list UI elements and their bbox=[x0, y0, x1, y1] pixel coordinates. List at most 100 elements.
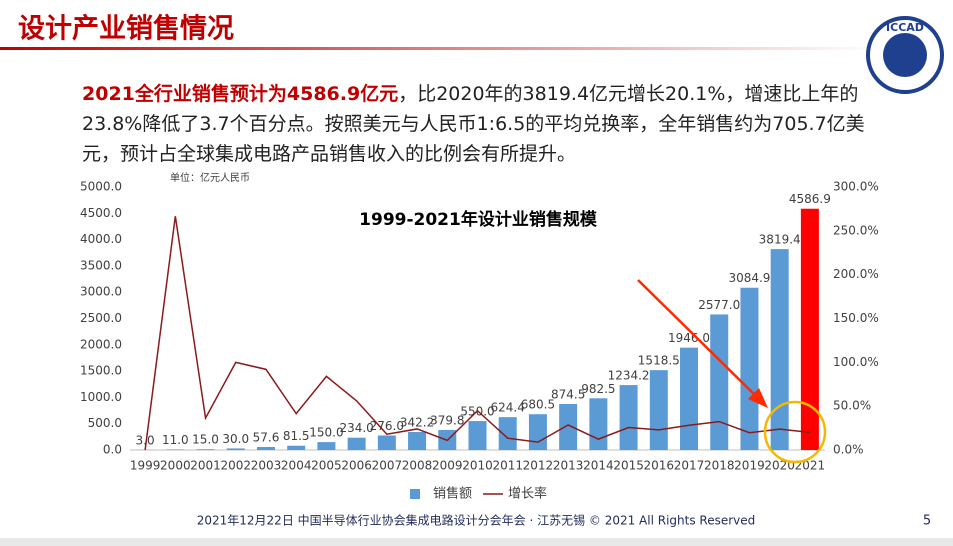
body-text: ，比2020年的3819.4亿元增长20.1%，增速比上年的23.8%降低了3.… bbox=[82, 83, 865, 165]
value-label: 3.0 bbox=[136, 433, 155, 447]
value-label: 81.5 bbox=[283, 429, 310, 443]
x-tick-label: 2004 bbox=[281, 459, 312, 473]
bar bbox=[559, 404, 578, 450]
bar bbox=[619, 385, 638, 450]
y2-tick-label: 300.0% bbox=[833, 180, 879, 194]
x-tick-label: 2007 bbox=[372, 459, 403, 473]
x-tick-label: 2015 bbox=[613, 459, 644, 473]
x-tick-label: 2003 bbox=[251, 459, 282, 473]
y2-tick-label: 150.0% bbox=[833, 311, 879, 325]
arrow bbox=[637, 279, 761, 401]
y-tick-label: 500.0 bbox=[88, 416, 122, 430]
y-tick-label: 5000.0 bbox=[80, 180, 122, 194]
bar bbox=[377, 435, 396, 450]
value-label: 3819.4 bbox=[759, 233, 801, 247]
y-tick-label: 0.0 bbox=[103, 443, 122, 457]
legend-label: 增长率 bbox=[508, 486, 547, 502]
y-tick-label: 4000.0 bbox=[80, 232, 122, 246]
bar bbox=[256, 446, 275, 450]
bar bbox=[347, 437, 366, 450]
y2-tick-label: 200.0% bbox=[833, 267, 879, 281]
footer-band bbox=[0, 538, 953, 546]
value-label: 342.2 bbox=[400, 416, 434, 430]
value-label: 1518.5 bbox=[638, 354, 680, 368]
bar bbox=[680, 347, 699, 450]
value-label: 4586.9 bbox=[789, 192, 831, 206]
x-tick-label: 1999 bbox=[130, 459, 161, 473]
x-tick-label: 2013 bbox=[553, 459, 584, 473]
page-number: 5 bbox=[923, 514, 931, 529]
bar bbox=[649, 370, 668, 450]
x-tick-label: 2011 bbox=[492, 459, 523, 473]
highlight-circle bbox=[763, 400, 827, 464]
value-label: 680.5 bbox=[521, 398, 555, 412]
y-tick-label: 1500.0 bbox=[80, 364, 122, 378]
arrow-head bbox=[748, 388, 768, 408]
x-tick-label: 2008 bbox=[402, 459, 433, 473]
x-tick-label: 2017 bbox=[674, 459, 705, 473]
value-label: 982.5 bbox=[581, 382, 615, 396]
value-label: 234.0 bbox=[339, 421, 373, 435]
x-tick-label: 2018 bbox=[704, 459, 735, 473]
logo-text: ICCAD bbox=[886, 21, 924, 34]
value-label: 57.6 bbox=[253, 430, 280, 444]
value-label: 30.0 bbox=[222, 432, 249, 446]
bar bbox=[710, 314, 729, 450]
x-tick-label: 2002 bbox=[220, 459, 251, 473]
bar bbox=[468, 421, 487, 450]
value-label: 276.0 bbox=[370, 419, 404, 433]
bar bbox=[226, 448, 245, 450]
bar bbox=[589, 398, 608, 450]
legend-swatch bbox=[410, 489, 420, 499]
value-label: 379.8 bbox=[430, 414, 464, 428]
bar bbox=[498, 417, 517, 450]
footer: 2021年12月22日 中国半导体行业协会集成电路设计分会年会 · 江苏无锡 ©… bbox=[197, 513, 756, 528]
logo-core bbox=[883, 33, 927, 77]
bar bbox=[528, 414, 547, 450]
y2-tick-label: 50.0% bbox=[833, 399, 871, 413]
chart-title: 1999-2021年设计业销售规模 bbox=[359, 209, 598, 230]
value-label: 874.5 bbox=[551, 388, 585, 402]
bar bbox=[196, 449, 215, 450]
title-rule bbox=[0, 47, 880, 50]
bar bbox=[317, 442, 336, 450]
x-tick-label: 2001 bbox=[190, 459, 221, 473]
x-tick-label: 2019 bbox=[734, 459, 765, 473]
x-tick-label: 2005 bbox=[311, 459, 342, 473]
value-label: 2577.0 bbox=[698, 298, 740, 312]
y-tick-label: 2000.0 bbox=[80, 337, 122, 351]
bar bbox=[770, 249, 789, 450]
y2-tick-label: 250.0% bbox=[833, 223, 879, 237]
y-tick-label: 3000.0 bbox=[80, 285, 122, 299]
y2-tick-label: 0.0% bbox=[833, 443, 864, 457]
bar bbox=[287, 445, 306, 450]
y-tick-label: 4500.0 bbox=[80, 206, 122, 220]
value-label: 15.0 bbox=[192, 433, 219, 447]
value-label: 1234.2 bbox=[608, 369, 650, 383]
unit-note: 单位：亿元人民币 bbox=[170, 171, 250, 184]
bar bbox=[166, 449, 185, 450]
x-tick-label: 2006 bbox=[341, 459, 372, 473]
x-tick-label: 2010 bbox=[462, 459, 493, 473]
x-tick-label: 2012 bbox=[523, 459, 554, 473]
y-tick-label: 1000.0 bbox=[80, 390, 122, 404]
y-tick-label: 2500.0 bbox=[80, 311, 122, 325]
value-label: 150.0 bbox=[309, 426, 343, 440]
legend-label: 销售额 bbox=[433, 486, 472, 502]
bar bbox=[800, 208, 819, 450]
x-tick-label: 2014 bbox=[583, 459, 614, 473]
x-tick-label: 2016 bbox=[644, 459, 675, 473]
value-label: 11.0 bbox=[162, 433, 189, 447]
bar bbox=[740, 287, 759, 450]
value-label: 624.4 bbox=[491, 401, 525, 415]
line bbox=[144, 216, 810, 451]
x-tick-label: 2000 bbox=[160, 459, 191, 473]
slide-title: 设计产业销售情况 bbox=[18, 13, 234, 45]
y2-tick-label: 100.0% bbox=[833, 355, 879, 369]
y-tick-label: 3500.0 bbox=[80, 258, 122, 272]
x-tick-label: 2009 bbox=[432, 459, 463, 473]
highlight: 2021全行业销售预计为4586.9亿元 bbox=[82, 83, 399, 105]
value-label: 3084.9 bbox=[728, 271, 770, 285]
